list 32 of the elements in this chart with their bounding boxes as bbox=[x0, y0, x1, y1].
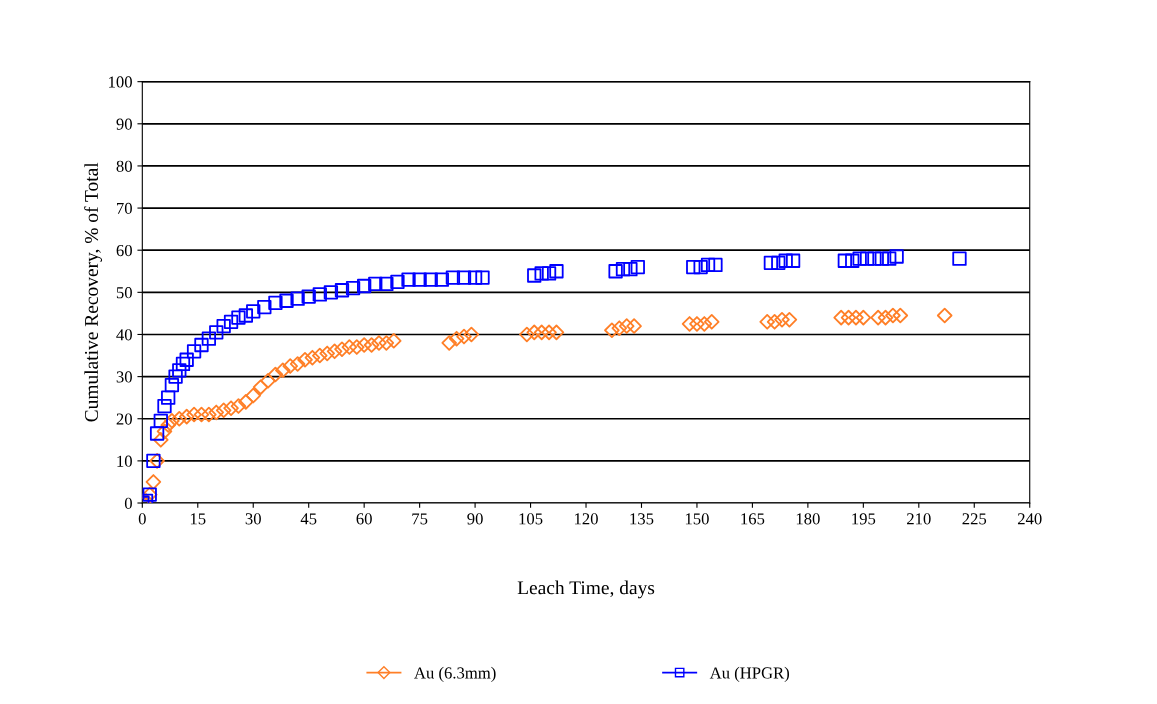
x-tick-label: 120 bbox=[574, 513, 598, 525]
y-tick-label: 100 bbox=[109, 76, 132, 88]
x-tick-label: 165 bbox=[741, 513, 765, 525]
y-axis-title: Cumulative Recovery, % of Total bbox=[84, 162, 103, 422]
y-tick-label: 50 bbox=[116, 287, 132, 299]
y-tick-label: 30 bbox=[116, 371, 132, 383]
x-axis-title: Leach Time, days bbox=[517, 580, 655, 599]
y-tick-label: 90 bbox=[116, 118, 132, 130]
y-tick-label: 60 bbox=[116, 244, 132, 257]
x-tick-label: 225 bbox=[962, 513, 987, 525]
y-tick-label: 10 bbox=[117, 455, 132, 467]
x-tick-label: 195 bbox=[852, 513, 876, 525]
y-tick-label: 80 bbox=[116, 160, 132, 172]
x-tick-label: 60 bbox=[356, 513, 372, 525]
y-tick-label: 20 bbox=[116, 413, 132, 425]
y-tick-label: 40 bbox=[116, 329, 132, 341]
x-tick-label: 15 bbox=[190, 513, 206, 525]
x-tick-label: 240 bbox=[1017, 513, 1042, 525]
x-tick-label: 150 bbox=[685, 513, 709, 525]
x-tick-label: 45 bbox=[300, 513, 317, 525]
x-tick-label: 90 bbox=[467, 513, 483, 525]
legend-label: Au (HPGR) bbox=[709, 666, 790, 682]
legend-label: Au (6.3mm) bbox=[414, 666, 496, 682]
x-tick-label: 75 bbox=[412, 513, 428, 525]
x-tick-label: 180 bbox=[796, 513, 820, 525]
x-tick-label: 0 bbox=[138, 513, 146, 525]
x-tick-label: 135 bbox=[630, 513, 654, 525]
y-tick-label: 70 bbox=[117, 202, 132, 215]
y-tick-label: 0 bbox=[124, 497, 132, 509]
x-tick-label: 30 bbox=[245, 513, 261, 525]
x-tick-label: 105 bbox=[519, 513, 543, 525]
x-tick-label: 210 bbox=[907, 513, 931, 525]
